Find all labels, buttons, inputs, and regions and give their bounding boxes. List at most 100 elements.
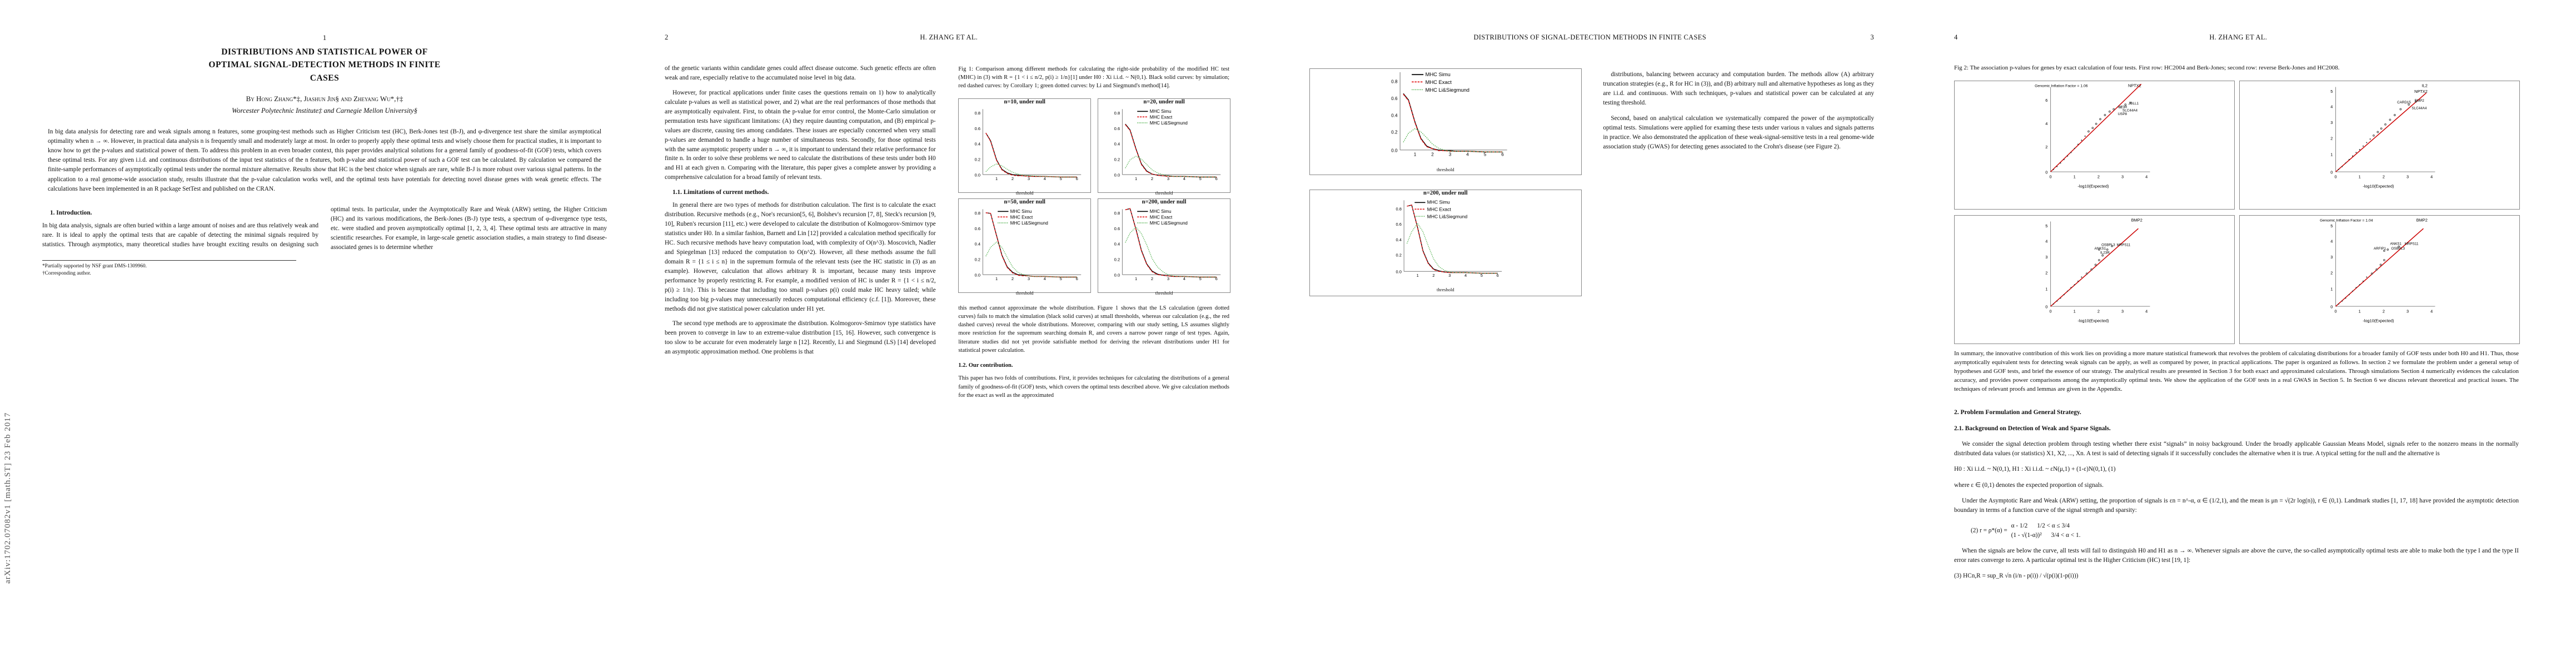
svg-text:4: 4 xyxy=(2045,121,2047,126)
page3-right-column: distributions, balancing between accurac… xyxy=(1603,64,1874,158)
svg-text:MHC Simu: MHC Simu xyxy=(1426,72,1451,77)
chart-xlabel-n10: threshold xyxy=(959,190,1090,196)
svg-text:1: 1 xyxy=(1135,176,1137,181)
svg-text:3: 3 xyxy=(2330,255,2333,260)
running-header-3: DISTRIBUTIONS OF SIGNAL-DETECTION METHOD… xyxy=(1473,33,1706,42)
svg-text:3: 3 xyxy=(2406,309,2409,314)
svg-text:3: 3 xyxy=(1167,276,1169,281)
svg-text:0.2: 0.2 xyxy=(1114,257,1120,262)
svg-text:0: 0 xyxy=(2045,170,2047,175)
svg-text:2: 2 xyxy=(1012,276,1014,281)
svg-text:5: 5 xyxy=(2330,223,2333,228)
page-3: DISTRIBUTIONS OF SIGNAL-DETECTION METHOD… xyxy=(1289,0,1894,667)
page-1: 1 DISTRIBUTIONS AND STATISTICAL POWER OF… xyxy=(22,0,627,667)
svg-text:SLC44A4: SLC44A4 xyxy=(2411,106,2426,110)
svg-text:6: 6 xyxy=(1501,152,1504,157)
page3-header-row: DISTRIBUTIONS OF SIGNAL-DETECTION METHOD… xyxy=(1309,33,1874,42)
page2-p3: In general there are two types of method… xyxy=(665,201,936,313)
section21-p1: We consider the signal detection problem… xyxy=(1954,440,2519,459)
svg-text:0.8: 0.8 xyxy=(975,111,980,116)
svg-text:0.8: 0.8 xyxy=(1114,211,1120,216)
chart-title-n10: n=10, under null xyxy=(959,99,1090,105)
svg-text:0.8: 0.8 xyxy=(1396,206,1402,211)
svg-text:2: 2 xyxy=(2097,309,2100,314)
svg-text:IL2: IL2 xyxy=(2422,83,2428,88)
svg-text:5: 5 xyxy=(1481,273,1483,278)
svg-text:5: 5 xyxy=(2330,89,2333,94)
svg-text:2: 2 xyxy=(2383,309,2385,314)
svg-text:0.4: 0.4 xyxy=(975,141,980,146)
section21-p4: When the signals are below the curve, al… xyxy=(1954,546,2519,565)
chart-svg-n20: 0.0 0.2 0.4 0.6 0.8 1 2 3 4 5 6 xyxy=(1098,106,1230,190)
svg-text:2: 2 xyxy=(1432,273,1434,278)
eq1: H0 : Xi i.i.d. ~ N(0,1), H1 : Xi i.i.d. … xyxy=(1954,465,2519,474)
svg-text:0.2: 0.2 xyxy=(1391,130,1398,135)
svg-text:1: 1 xyxy=(2074,309,2076,314)
qq-panel-2: IL2 NPTX2 0 1 2 3 4 5 0 1 2 3 xyxy=(2239,81,2520,210)
page2-subsection2-heading: 1.2. Our contribution. xyxy=(958,362,1229,369)
svg-text:0: 0 xyxy=(2330,304,2333,309)
svg-text:3: 3 xyxy=(2406,175,2409,180)
svg-text:1: 1 xyxy=(2074,175,2076,180)
svg-text:ANKS1: ANKS1 xyxy=(2095,247,2106,251)
svg-text:-log10(Expected): -log10(Expected) xyxy=(2077,318,2109,323)
svg-text:4: 4 xyxy=(2330,238,2333,243)
svg-text:3: 3 xyxy=(2121,309,2124,314)
page-number-3: 3 xyxy=(1870,33,1874,42)
svg-text:2: 2 xyxy=(2383,175,2385,180)
page2-right-p1: this method cannot approximate the whole… xyxy=(958,304,1229,355)
chart-panel-n200: n=200, under null 0.0 0.2 0.4 0.6 0.8 1 … xyxy=(1098,198,1230,293)
qq-svg-1: Genomic Inflation Factor = 1.06 NPTX2 0 … xyxy=(1955,81,2234,192)
svg-text:0: 0 xyxy=(2045,304,2047,309)
svg-text:6: 6 xyxy=(1497,273,1499,278)
svg-text:4: 4 xyxy=(1183,176,1185,181)
svg-text:BMP2: BMP2 xyxy=(2131,217,2142,222)
page2-p2: However, for practical applications unde… xyxy=(665,88,936,182)
page2-p4: The second type methods are to approxima… xyxy=(665,319,936,357)
svg-text:0.2: 0.2 xyxy=(1396,253,1402,258)
page-number-2: 2 xyxy=(665,33,669,42)
svg-text:0.4: 0.4 xyxy=(1396,237,1402,242)
svg-text:0.4: 0.4 xyxy=(1114,241,1120,246)
abstract-text: In big data analysis for detecting rare … xyxy=(42,127,607,194)
chart-title-n200: n=200, under null xyxy=(1098,199,1230,205)
svg-text:0.6: 0.6 xyxy=(975,126,980,131)
page3-chart-continuation: 0.0 0.2 0.4 0.6 0.8 1 2 3 4 5 6 xyxy=(1309,68,1581,296)
svg-text:1: 1 xyxy=(2359,309,2361,314)
chart-svg-n50: 0.0 0.2 0.4 0.6 0.8 1 2 3 4 5 6 xyxy=(959,206,1090,290)
svg-text:0.6: 0.6 xyxy=(1114,126,1120,131)
svg-text:0.6: 0.6 xyxy=(1114,226,1120,231)
svg-text:MHC Li&Siegmund: MHC Li&Siegmund xyxy=(1150,121,1188,126)
svg-text:1: 1 xyxy=(995,276,998,281)
svg-text:2: 2 xyxy=(1151,276,1153,281)
eq3: (3) HCn,R = sup_R √n (i/n - p(i)) / √(p(… xyxy=(1954,571,2519,581)
page-2: 2 H. ZHANG ET AL. of the genetic variant… xyxy=(645,0,1249,667)
svg-text:4: 4 xyxy=(2430,309,2433,314)
page3-p2: Second, based on analytical calculation … xyxy=(1603,114,1874,152)
chart-panel-n20: n=20, under null 0.0 0.2 0.4 0.6 0.8 1 2 xyxy=(1098,98,1230,193)
svg-text:0.2: 0.2 xyxy=(1114,157,1120,162)
svg-text:0.2: 0.2 xyxy=(975,257,980,262)
fig1-chart-grid: n=10, under null 0.0 0.2 0.4 0.6 0.8 xyxy=(958,98,1229,293)
page2-left-column: of the genetic variants within candidate… xyxy=(665,64,936,362)
page4-summary-p1: In summary, the innovative contribution … xyxy=(1954,350,2519,394)
page3-left-column: 0.0 0.2 0.4 0.6 0.8 1 2 3 4 5 6 xyxy=(1309,64,1581,307)
svg-text:3: 3 xyxy=(2330,120,2333,125)
svg-text:4: 4 xyxy=(2145,309,2148,314)
svg-text:0.0: 0.0 xyxy=(975,172,980,177)
svg-text:0.4: 0.4 xyxy=(1114,141,1120,146)
svg-text:4: 4 xyxy=(1044,176,1046,181)
svg-text:2: 2 xyxy=(2045,270,2047,275)
page2-subsection-heading: 1.1. Limitations of current methods. xyxy=(665,188,936,197)
svg-text:-log10(Expected): -log10(Expected) xyxy=(2363,184,2394,189)
svg-text:Genomic Inflation Factor = 1.0: Genomic Inflation Factor = 1.04 xyxy=(2320,218,2373,222)
svg-text:0.0: 0.0 xyxy=(1396,270,1402,275)
svg-text:Genomic Inflation Factor = 1.0: Genomic Inflation Factor = 1.06 xyxy=(2035,84,2088,88)
svg-text:0.0: 0.0 xyxy=(1114,172,1120,177)
svg-text:0.8: 0.8 xyxy=(1391,79,1398,84)
svg-text:-log10(Expected): -log10(Expected) xyxy=(2363,318,2394,323)
svg-text:OSBPL3: OSBPL3 xyxy=(2391,247,2405,251)
running-header-4: H. ZHANG ET AL. xyxy=(2209,33,2267,42)
svg-text:MHC Simu: MHC Simu xyxy=(1427,200,1450,205)
chart-xlabel-n20b: threshold xyxy=(1310,167,1581,172)
